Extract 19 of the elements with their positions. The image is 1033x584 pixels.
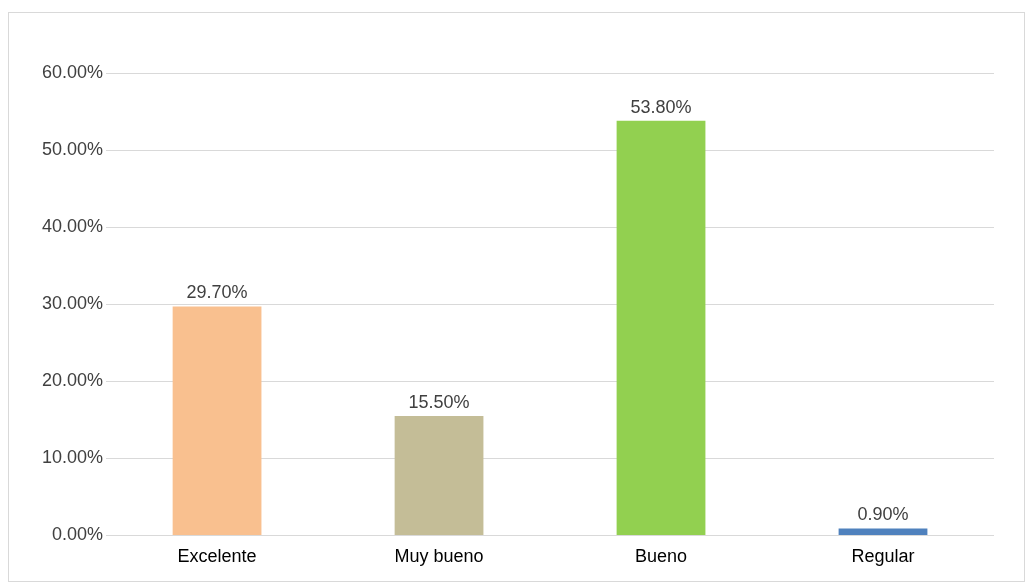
bar [838, 528, 928, 535]
y-tick-label: 50.00% [41, 139, 104, 160]
x-tick-label: Muy bueno [394, 546, 484, 567]
bar [172, 306, 262, 535]
y-tick-label: 30.00% [41, 293, 104, 314]
data-label: 0.90% [857, 504, 909, 525]
x-tick-label: Regular [851, 546, 915, 567]
y-tick-label: 0.00% [52, 524, 104, 545]
x-tick-label: Excelente [177, 546, 257, 567]
data-label: 29.70% [186, 282, 248, 303]
data-label: 53.80% [630, 96, 692, 117]
bar [394, 415, 484, 535]
y-tick-label: 60.00% [41, 61, 104, 82]
data-label: 15.50% [408, 391, 470, 412]
y-tick-label: 20.00% [41, 370, 104, 391]
x-tick-label: Bueno [634, 546, 688, 567]
bar [616, 120, 706, 535]
y-tick-label: 40.00% [41, 216, 104, 237]
y-tick-label: 10.00% [41, 447, 104, 468]
